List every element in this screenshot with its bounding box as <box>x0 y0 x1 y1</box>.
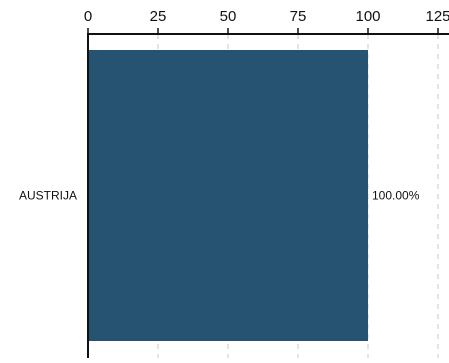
x-tick-label-75: 75 <box>290 8 307 25</box>
data-label-austrija: 100.00% <box>372 189 420 203</box>
x-tick-label-100: 100 <box>355 8 380 25</box>
x-tick-label-125: 125 <box>425 8 449 25</box>
x-tick-label-50: 50 <box>220 8 237 25</box>
x-tick-label-25: 25 <box>150 8 167 25</box>
labels: AUSTRIJA 100.00% 0 25 50 75 100 125 <box>19 8 449 203</box>
bars <box>88 50 368 341</box>
category-label-austrija: AUSTRIJA <box>19 189 77 203</box>
bar-austrija <box>88 50 368 341</box>
x-tick-label-0: 0 <box>84 8 92 25</box>
axes <box>87 28 449 358</box>
